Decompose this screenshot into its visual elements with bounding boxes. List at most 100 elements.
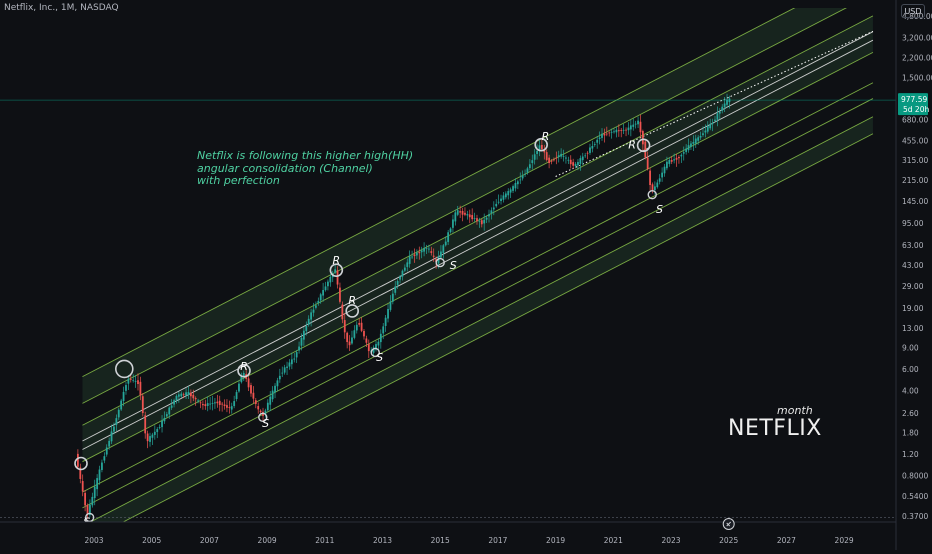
candle-body	[223, 404, 226, 407]
candle-body	[644, 141, 647, 158]
x-tick-label: 2025	[719, 536, 738, 545]
candle-body	[103, 456, 106, 461]
candle-body	[254, 400, 257, 405]
candle-body	[93, 486, 96, 499]
candle-body	[598, 137, 601, 139]
candle-body	[500, 198, 502, 202]
pivot-label: S	[83, 515, 90, 528]
candle-body	[151, 434, 154, 438]
candle-body	[375, 344, 377, 350]
candle-body	[492, 207, 495, 210]
support-circle	[435, 257, 445, 268]
channel-band	[82, 8, 846, 404]
candle-body	[141, 396, 144, 414]
candle-body	[182, 394, 185, 396]
candle-body	[242, 372, 245, 376]
candle-body	[678, 157, 680, 159]
x-tick-label: 2003	[84, 536, 103, 545]
candle-body	[300, 337, 303, 346]
candle-body	[569, 159, 572, 165]
candle-body	[420, 250, 423, 253]
channel-band	[82, 15, 873, 462]
channel-line	[82, 8, 847, 404]
symbol-label[interactable]: Netflix, Inc., 1M, NASDAQ	[4, 3, 119, 13]
candle-body	[310, 312, 312, 320]
candle-body	[656, 182, 659, 188]
y-tick-label: 19.00	[902, 304, 924, 313]
candle-body	[449, 228, 452, 233]
candle-body	[98, 469, 101, 481]
resistance-circle	[114, 359, 134, 379]
channel-lines	[0, 8, 896, 522]
candle-body	[504, 193, 507, 198]
candle-body	[168, 407, 171, 415]
pivot-label: R	[542, 130, 550, 143]
y-tick-label: 145.00	[902, 197, 928, 206]
candle-body	[603, 133, 606, 136]
candle-body	[502, 195, 505, 200]
candle-body	[514, 182, 517, 189]
candle-body	[355, 324, 358, 331]
candle-body	[694, 138, 697, 144]
candle-body	[605, 133, 608, 135]
pivot-label: S	[262, 417, 269, 430]
candle-body	[516, 181, 519, 185]
currency-button[interactable]: USD	[901, 4, 925, 18]
y-tick-label: 6.00	[902, 365, 919, 374]
candle-body	[543, 149, 546, 153]
candle-body	[293, 358, 296, 360]
y-tick-label: 0.5400	[902, 492, 928, 501]
candle-body	[512, 186, 514, 191]
resistance-circle	[534, 137, 548, 152]
candle-body	[175, 395, 178, 401]
resistance-circle	[74, 456, 88, 471]
y-tick-label: 43.00	[902, 261, 924, 270]
candle-body	[153, 431, 156, 435]
x-tick-label: 2021	[604, 536, 623, 545]
y-tick-label: 4,800.00	[902, 12, 932, 21]
candle-body	[593, 144, 596, 145]
last-price-value: 977.59	[901, 95, 927, 104]
candle-body	[430, 251, 433, 253]
candle-body	[625, 129, 627, 131]
candle-body	[334, 269, 337, 273]
candle-body	[408, 256, 411, 264]
candle-body	[620, 129, 623, 131]
time-axis[interactable]: 2003 2005 2007 2009 2011 2013 2015 2017 2019 2021…	[0, 518, 896, 546]
y-tick-label: 13.00	[902, 324, 924, 333]
pivot-markers: S R S R R S S R R S	[74, 130, 663, 528]
y-tick-label: 3,200.00	[902, 34, 932, 43]
candle-body	[442, 245, 445, 253]
y-tick-label: 315.00	[902, 156, 928, 165]
price-axis[interactable]: 0.3700 0.5400 0.8000 1.20 1.80 2.60 4.00 6.00 9.…	[895, 0, 932, 550]
median-line	[82, 39, 874, 450]
last-price-tag	[898, 93, 928, 116]
candle-body	[343, 320, 346, 333]
candle-body	[682, 152, 685, 154]
candle-body	[295, 352, 298, 358]
candle-body	[728, 98, 731, 103]
candle-body	[464, 212, 466, 215]
candle-body	[161, 420, 163, 428]
candle-body	[702, 133, 704, 136]
candle-body	[478, 220, 481, 222]
candle-body	[235, 392, 238, 400]
candle-body	[536, 150, 538, 154]
candle-body	[406, 262, 409, 267]
candle-body	[286, 366, 288, 368]
candle-body	[192, 394, 195, 399]
candle-body	[137, 380, 139, 385]
channel-line	[82, 82, 874, 493]
x-tick-label: 2005	[142, 536, 161, 545]
candle-body	[651, 184, 654, 191]
candle-body	[288, 362, 291, 367]
candle-body	[206, 403, 209, 406]
candle-body	[418, 252, 421, 254]
channel-line	[82, 8, 796, 378]
candle-body	[565, 157, 567, 159]
candle-body	[199, 402, 202, 404]
candle-body	[574, 163, 577, 167]
trend-line-dotted	[555, 30, 874, 177]
